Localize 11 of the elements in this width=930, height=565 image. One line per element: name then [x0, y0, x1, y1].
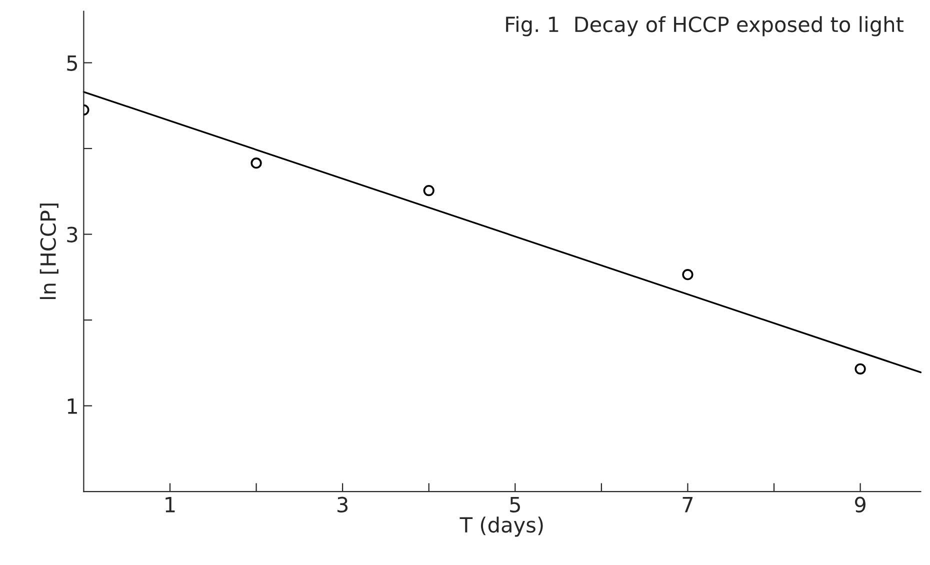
x-axis-title: T (days) [460, 516, 543, 537]
x-tick-label: 1 [166, 497, 175, 512]
y-tick-label: 3 [67, 226, 78, 242]
x-tick-label: 5 [510, 497, 520, 513]
y-axis-title: ln [HCCP] [40, 204, 58, 300]
y-tick-label: 5 [67, 55, 78, 71]
x-tick-label: 3 [338, 496, 348, 513]
y-tick-label: 1 [68, 398, 77, 414]
x-tick-label: 7 [682, 497, 693, 512]
chart-title: Fig. 1 Decay of HCCP exposed to light [506, 16, 904, 36]
x-tick-label: 9 [854, 496, 866, 513]
